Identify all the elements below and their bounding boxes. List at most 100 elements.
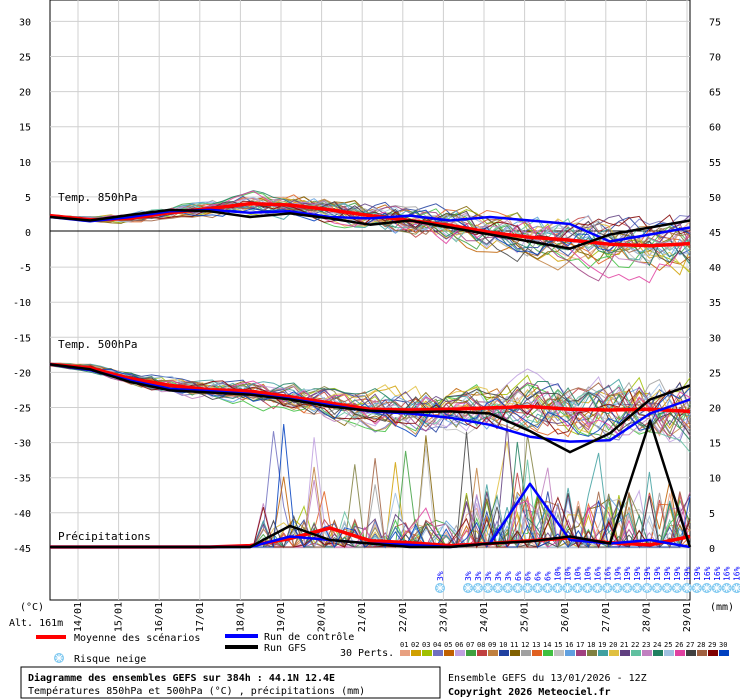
date-label: 24/01 <box>479 602 490 632</box>
snowflake-icon <box>472 583 483 593</box>
left-axis-unit: (°C) <box>20 602 44 613</box>
right-tick-label: 40 <box>709 263 721 274</box>
snow-risk-label: 19% <box>623 566 632 581</box>
pert-number: 21 <box>620 641 628 649</box>
pert-line <box>49 365 691 435</box>
pert-number: 27 <box>686 641 694 649</box>
series-lines <box>49 201 692 549</box>
pert-number: 13 <box>532 641 540 649</box>
pert-line <box>49 363 691 433</box>
right-tick-label: 30 <box>709 333 721 344</box>
right-tick-label: 0 <box>709 544 715 555</box>
right-tick-label: 35 <box>709 298 721 309</box>
snowflake-icon <box>612 583 623 593</box>
date-label: 23/01 <box>438 602 449 632</box>
pert-number: 02 <box>411 641 419 649</box>
series-line-t500 <box>49 363 691 454</box>
snow-risk-label: 19% <box>643 566 652 581</box>
label-precip: Précipitations <box>58 530 151 543</box>
snowflake-icon <box>435 583 445 593</box>
snow-risk-label: 19% <box>633 566 642 581</box>
right-tick-label: 20 <box>709 404 721 415</box>
snow-risk-label: 16% <box>723 566 732 581</box>
label-t850: Temp. 850hPa <box>58 191 137 204</box>
snowflake-icon <box>642 583 653 593</box>
series-line-precip <box>50 419 692 549</box>
right-tick-label: 50 <box>709 193 721 204</box>
snowflake-icon <box>502 583 513 593</box>
snowflake-icon <box>602 583 613 593</box>
pert-number: 25 <box>664 641 672 649</box>
date-label: 28/01 <box>641 602 652 632</box>
pert-swatch <box>499 650 509 656</box>
snowflake-icon <box>562 583 573 593</box>
pert-swatch <box>510 650 520 656</box>
left-tick-label: -10 <box>13 298 31 309</box>
pert-number: 23 <box>642 641 650 649</box>
pert-swatch <box>422 650 432 656</box>
snow-risk-label: 16% <box>593 566 602 581</box>
left-axis: 30 25 20 15 10 5 0 -5 -10 -15 -20 -25 -30 -35 -40 -45 <box>13 17 31 555</box>
date-label: 27/01 <box>601 602 612 632</box>
snow-risk-row: 3% 3% 3% 3% 3% 3% 6% 6% 6% 6% 10% 10% 10% 10% 16% 16% 19… <box>435 566 740 593</box>
pert-number: 04 <box>433 641 441 649</box>
snow-risk-label: 3% <box>464 571 473 581</box>
snow-risk-label: 16% <box>713 566 722 581</box>
series-line-t500 <box>49 362 691 414</box>
series-line-t850 <box>49 201 691 248</box>
pert-number: 16 <box>565 641 573 649</box>
date-label: 29/01 <box>682 602 693 632</box>
pert-legend: 01 02 03 04 05 06 07 08 09 10 11 12 13 14 15 16 17 18 19 20… <box>400 641 729 656</box>
pert-number: 06 <box>455 641 463 649</box>
pert-swatch <box>543 650 553 656</box>
pert-number: 20 <box>609 641 617 649</box>
legend-gfs-label: Run GFS <box>264 643 306 654</box>
left-tick-label: -15 <box>13 333 31 344</box>
pert-swatch <box>477 650 487 656</box>
snow-risk-label: 6% <box>514 571 523 581</box>
right-tick-label: 25 <box>709 368 721 379</box>
pert-number: 30 <box>719 641 727 649</box>
snow-risk-label: 19% <box>693 566 702 581</box>
pert-number: 10 <box>499 641 507 649</box>
pert-number: 17 <box>576 641 584 649</box>
left-tick-label: 5 <box>25 193 31 204</box>
pert-swatch <box>719 650 729 656</box>
date-label: 15/01 <box>114 602 125 632</box>
pert-swatch <box>411 650 421 656</box>
plot-frame <box>49 0 691 601</box>
left-tick-label: -40 <box>13 509 31 520</box>
snow-risk-label: 16% <box>733 566 740 581</box>
snowflake-icon <box>662 583 672 593</box>
date-label: 16/01 <box>154 602 165 632</box>
pert-swatch <box>400 650 410 656</box>
snowflake-icon <box>691 583 702 593</box>
left-tick-label: 30 <box>19 17 31 28</box>
pert-swatch <box>653 650 663 656</box>
left-tick-label: -45 <box>13 544 31 555</box>
pert-line <box>49 201 691 264</box>
left-tick-label: -35 <box>13 474 31 485</box>
date-label: 22/01 <box>398 602 409 632</box>
pert-number: 08 <box>477 641 485 649</box>
snow-risk-label: 16% <box>703 566 712 581</box>
right-tick-label: 45 <box>709 228 721 239</box>
snowflake-icon <box>731 583 740 593</box>
date-label: 26/01 <box>560 602 571 632</box>
pert-number: 24 <box>653 641 661 649</box>
legend-snow-label: Risque neige <box>74 654 146 665</box>
snowflake-icon <box>54 653 64 663</box>
snow-risk-label: 19% <box>613 566 622 581</box>
right-tick-label: 55 <box>709 158 721 169</box>
snowflake-icon <box>622 583 633 593</box>
footer-box <box>20 666 441 699</box>
snow-risk-label: 6% <box>534 571 543 581</box>
pert-number: 14 <box>543 641 551 649</box>
pert-swatch <box>444 650 454 656</box>
right-tick-label: 5 <box>709 509 715 520</box>
right-tick-label: 65 <box>709 88 721 99</box>
pert-swatch <box>697 650 707 656</box>
snowflake-icon <box>542 583 553 593</box>
